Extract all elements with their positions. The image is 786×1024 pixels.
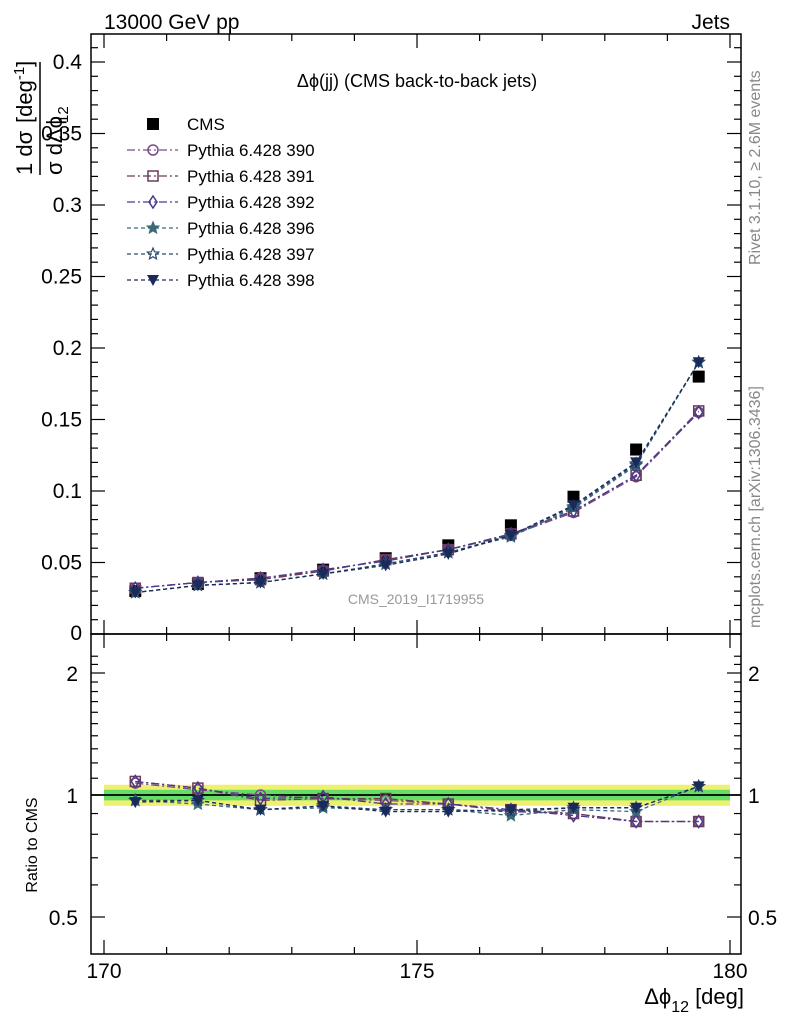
rivet-version-label: Rivet 3.1.10, ≥ 2.6M events (747, 70, 764, 265)
main-panel: 0 0.05 0.1 0.15 0.2 0.25 0.3 0.35 0.4 (41, 33, 742, 645)
ratio-series-6 (129, 781, 705, 818)
legend-label: Pythia 6.428 390 (187, 141, 315, 160)
data-point (129, 587, 142, 599)
main-y-axis-label: 1 dσ σ dΔϕ 12 [deg-1] (11, 61, 72, 175)
series-4 (128, 354, 706, 599)
x-axis-label: Δϕ12 [deg] (644, 984, 744, 1016)
ratio-point (379, 806, 392, 818)
ylabel-unit-close: ] (12, 61, 37, 67)
data-point (504, 530, 517, 542)
ratio-point (129, 797, 142, 809)
ratio-ytick-label-right: 0.5 (748, 907, 777, 930)
x-axis-subscript: 12 (671, 999, 689, 1016)
legend-marker (147, 275, 159, 286)
series-line (135, 411, 700, 589)
ylabel-unit: [deg-1] (11, 61, 37, 123)
ratio-ytick-label: 2 (66, 663, 78, 686)
legend: CMS Pythia 6.428 390 Pythia 6.428 391 Pythi… (127, 115, 315, 290)
ratio-ytick-label-right: 2 (748, 663, 760, 686)
series-line (135, 411, 700, 589)
plot-title: Δϕ(jj) (CMS back-to-back jets) (297, 71, 537, 91)
ylabel-denominator: σ dΔϕ (42, 116, 67, 175)
series-2 (129, 405, 705, 594)
header-process-label: Jets (691, 11, 730, 34)
data-point (630, 443, 643, 456)
legend-marker (148, 194, 158, 210)
ratio-plot-frame (90, 633, 742, 955)
legend-label: Pythia 6.428 392 (187, 193, 315, 212)
series-3 (130, 404, 704, 596)
legend-marker (147, 118, 159, 130)
data-point (692, 357, 705, 369)
legend-marker (145, 220, 161, 235)
legend-label: Pythia 6.428 397 (187, 245, 315, 264)
ratio-point (130, 774, 141, 789)
legend-label: CMS (187, 115, 225, 134)
legend-marker (145, 246, 161, 261)
series-line (135, 410, 700, 589)
legend-label: Pythia 6.428 391 (187, 167, 315, 186)
ratio-point (191, 795, 204, 807)
x-axis-unit: [deg] (695, 984, 744, 1009)
x-tick-label: 180 (712, 960, 747, 983)
main-ytick-label: 0.15 (41, 409, 82, 432)
x-axis-symbol: Δϕ (644, 984, 671, 1009)
data-point (317, 568, 330, 580)
ratio-point (442, 806, 455, 818)
main-ytick-label: 0 (70, 622, 82, 645)
legend-marker (147, 144, 159, 156)
analysis-watermark: CMS_2019_I1719955 (348, 591, 484, 607)
data-point (567, 500, 580, 512)
ratio-series-line (135, 785, 699, 813)
series-6 (129, 357, 705, 599)
ratio-point (567, 802, 580, 814)
data-point (693, 404, 704, 420)
ratio-point (692, 781, 705, 793)
header-energy-label: 13000 GeV pp (104, 11, 239, 34)
ratio-point (504, 804, 517, 816)
data-point (379, 560, 392, 572)
data-point (442, 548, 455, 560)
main-ytick-label: 0.35 (41, 123, 82, 146)
ylabel-unit-exponent: -1 (11, 67, 28, 80)
ratio-series-line (135, 780, 699, 823)
legend-label: Pythia 6.428 398 (187, 271, 315, 290)
ylabel-numerator: 1 dσ (12, 130, 37, 175)
ylabel-subscript: 12 (55, 106, 72, 123)
ratio-series-line (135, 780, 699, 823)
main-ytick-label: 0.25 (41, 266, 82, 289)
legend-label: Pythia 6.428 396 (187, 219, 315, 238)
main-ytick-label: 0.3 (53, 194, 82, 217)
main-ytick-label: 0.2 (53, 337, 82, 360)
ratio-panel: 0.5 0.5 1 1 2 2 170 175 180 (49, 633, 777, 983)
ratio-point (254, 804, 267, 816)
ratio-ytick-label: 1 (66, 785, 78, 808)
main-ytick-label: 0.05 (41, 552, 82, 575)
ratio-y-axis-label: Ratio to CMS (24, 797, 41, 892)
main-ytick-label: 0.1 (53, 480, 82, 503)
data-point (567, 490, 580, 503)
ratio-ytick-label: 0.5 (49, 907, 78, 930)
data-point (692, 370, 705, 383)
data-point (631, 467, 642, 483)
mcplots-label: mcplots.cern.ch [arXiv:1306.3436] (747, 386, 764, 628)
ratio-point (693, 814, 704, 829)
x-tick-label: 170 (86, 960, 121, 983)
data-point (254, 577, 267, 589)
series-line (135, 361, 700, 594)
legend-marker (147, 170, 159, 182)
ratio-point (631, 814, 642, 829)
series-1 (129, 406, 705, 594)
x-tick-label: 175 (399, 960, 434, 983)
data-point (191, 580, 204, 592)
ratio-point (630, 802, 643, 814)
data-point (630, 457, 643, 469)
series-5 (128, 354, 706, 599)
ylabel-unit-open: [deg (12, 80, 37, 123)
main-ytick-label: 0.4 (53, 51, 83, 74)
ratio-point (317, 800, 330, 812)
series-0 (129, 370, 705, 598)
ratio-ytick-label-right: 1 (748, 785, 760, 808)
